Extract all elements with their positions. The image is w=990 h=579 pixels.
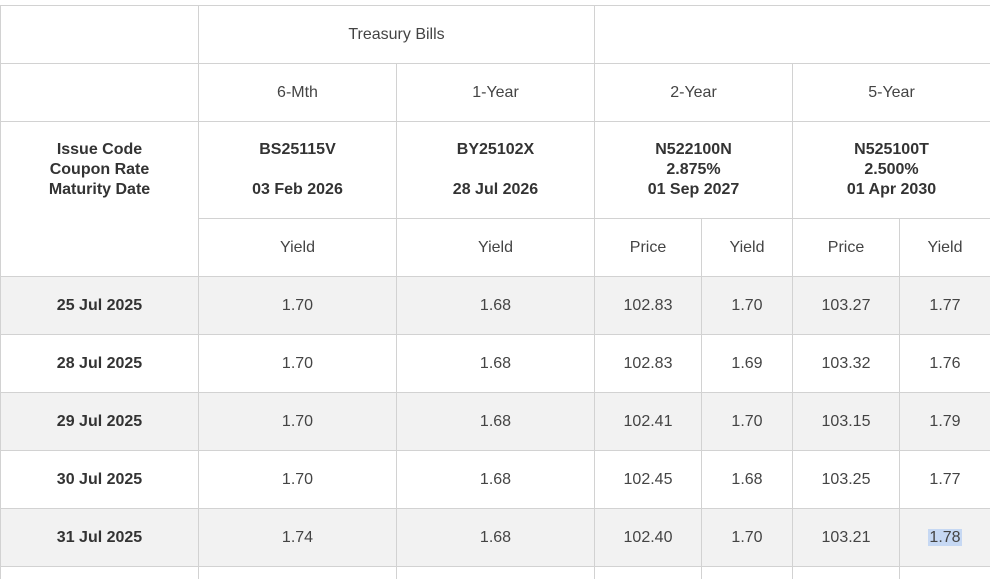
issue-code-label: Issue Code [1, 140, 198, 160]
tenor-header: 1-Year [397, 64, 595, 122]
maturity-date: 03 Feb 2026 [199, 180, 396, 200]
measure-header: Price [595, 219, 702, 277]
issue-code: N525100T [793, 140, 990, 160]
maturity-date: 01 Sep 2027 [595, 180, 792, 200]
tenor-header: 2-Year [595, 64, 793, 122]
issue-code: BY25102X [397, 140, 594, 160]
table-cell: 1.70 [702, 393, 793, 451]
row-date: 25 Jul 2025 [1, 277, 199, 335]
row-date: 29 Jul 2025 [1, 393, 199, 451]
row-date: 28 Jul 2025 [1, 335, 199, 393]
issue-cell: N525100T 2.500% 01 Apr 2030 [793, 122, 990, 219]
table-cell: 1.70 [199, 277, 397, 335]
maturity-date: 28 Jul 2026 [397, 180, 594, 200]
table-cell: 103.25 [793, 451, 900, 509]
table-cell: 1.68 [702, 451, 793, 509]
group-header-row: Treasury Bills [1, 6, 990, 64]
issue-cell: N522100N 2.875% 01 Sep 2027 [595, 122, 793, 219]
issue-header-row: Issue Code Coupon Rate Maturity Date BS2… [1, 122, 990, 219]
table-row: 25 Jul 2025 1.70 1.68 102.83 1.70 103.27… [1, 277, 990, 335]
table-cell: 1.68 [397, 335, 595, 393]
table-cell: 1.79 [900, 393, 990, 451]
next-row-partial [1, 567, 990, 579]
table-cell: 102.40 [595, 509, 702, 567]
table-cell: 102.45 [595, 451, 702, 509]
table-cell: 1.77 [900, 451, 990, 509]
table-cell: 1.70 [702, 509, 793, 567]
maturity-date: 01 Apr 2030 [793, 180, 990, 200]
table-row: 28 Jul 2025 1.70 1.68 102.83 1.69 103.32… [1, 335, 990, 393]
table-cell: 1.70 [199, 451, 397, 509]
corner-cell [1, 64, 199, 122]
table-cell: 1.74 [199, 509, 397, 567]
table-cell: 1.69 [702, 335, 793, 393]
treasury-bills-group-header: Treasury Bills [199, 6, 595, 64]
coupon-rate: 2.875% [595, 160, 792, 180]
row-date: 31 Jul 2025 [1, 509, 199, 567]
selected-text[interactable]: 1.78 [928, 529, 961, 546]
table-cell: 103.21 [793, 509, 900, 567]
table-cell[interactable]: 1.78 [900, 509, 990, 567]
coupon-rate-label: Coupon Rate [1, 160, 198, 180]
table-cell: 1.70 [199, 393, 397, 451]
measure-header: Yield [900, 219, 990, 277]
table-cell: 1.68 [397, 277, 595, 335]
table-cell: 103.15 [793, 393, 900, 451]
measure-header: Yield [702, 219, 793, 277]
table-cell: 1.68 [397, 509, 595, 567]
measure-header: Price [793, 219, 900, 277]
issue-cell: BS25115V 03 Feb 2026 [199, 122, 397, 219]
bond-yield-table: Treasury Bills 6-Mth 1-Year 2-Year 5-Yea… [0, 5, 990, 579]
table-cell: 1.68 [397, 451, 595, 509]
row-label-header: Issue Code Coupon Rate Maturity Date [1, 122, 199, 277]
table-cell: 1.77 [900, 277, 990, 335]
tenor-header-row: 6-Mth 1-Year 2-Year 5-Year [1, 64, 990, 122]
issue-code: N522100N [595, 140, 792, 160]
table-cell: 103.32 [793, 335, 900, 393]
tenor-header: 5-Year [793, 64, 990, 122]
issue-code: BS25115V [199, 140, 396, 160]
table-cell: 102.83 [595, 277, 702, 335]
table-cell: 1.70 [199, 335, 397, 393]
bonds-group-header [595, 6, 990, 64]
table-cell: 1.68 [397, 393, 595, 451]
tenor-header: 6-Mth [199, 64, 397, 122]
table-row: 29 Jul 2025 1.70 1.68 102.41 1.70 103.15… [1, 393, 990, 451]
measure-header: Yield [199, 219, 397, 277]
table-cell: 1.76 [900, 335, 990, 393]
table-cell: 1.70 [702, 277, 793, 335]
maturity-date-label: Maturity Date [1, 180, 198, 200]
table-cell: 103.27 [793, 277, 900, 335]
row-date: 30 Jul 2025 [1, 451, 199, 509]
table-cell: 102.83 [595, 335, 702, 393]
table-row: 31 Jul 2025 1.74 1.68 102.40 1.70 103.21… [1, 509, 990, 567]
measure-header: Yield [397, 219, 595, 277]
corner-cell [1, 6, 199, 64]
table-cell: 102.41 [595, 393, 702, 451]
table-row: 30 Jul 2025 1.70 1.68 102.45 1.68 103.25… [1, 451, 990, 509]
coupon-rate: 2.500% [793, 160, 990, 180]
issue-cell: BY25102X 28 Jul 2026 [397, 122, 595, 219]
